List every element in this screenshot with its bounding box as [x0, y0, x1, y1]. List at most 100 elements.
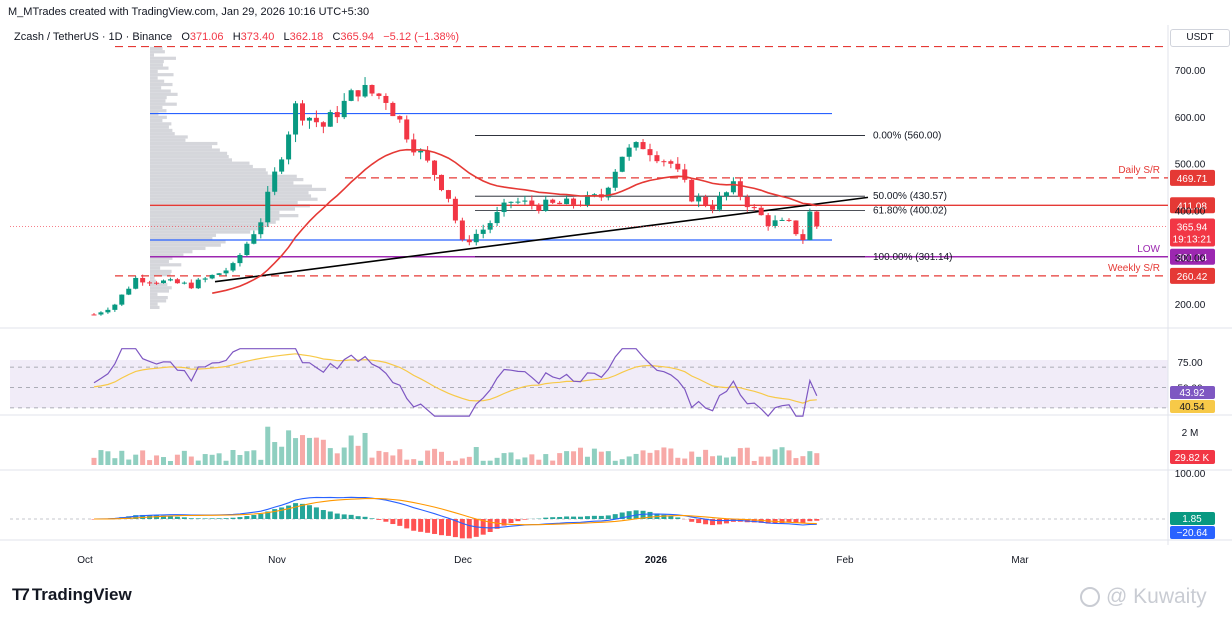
volume-profile-bar [150, 282, 168, 287]
candle-body [626, 147, 632, 157]
candle-body [244, 243, 250, 256]
currency-button[interactable]: USDT [1170, 29, 1230, 47]
candle-body [425, 150, 431, 161]
macd-histogram-bar [605, 515, 611, 519]
candle-body [404, 119, 410, 140]
volume-bar [793, 458, 799, 465]
candle-body [814, 211, 820, 227]
volume-profile-bar [150, 99, 166, 103]
candle-body [473, 233, 479, 243]
macd-histogram-bar [174, 516, 180, 519]
volume-profile-bar [150, 109, 167, 113]
macd-histogram-bar [591, 515, 597, 519]
candle-body [661, 161, 667, 163]
price-tick-0: 700.00 [1175, 66, 1206, 77]
volume-bar [161, 457, 166, 465]
volume-profile-bar [150, 233, 217, 237]
volume-bar [473, 447, 479, 465]
volume-profile-bar [150, 174, 297, 178]
candle-body [717, 196, 722, 210]
macd-histogram-bar [397, 519, 403, 526]
level-label-3: LOW [1137, 244, 1160, 255]
volume-profile-bar [150, 279, 157, 283]
volume-bar [286, 430, 292, 465]
candle-body [640, 142, 646, 150]
candle-body [369, 84, 375, 94]
macd-histogram-bar [279, 507, 285, 519]
macd-histogram-bar [334, 513, 340, 519]
macd-histogram-bar [258, 513, 264, 519]
candle-body [723, 192, 729, 197]
volume-bar [786, 450, 792, 465]
candle-body [647, 149, 653, 156]
volume-bar [209, 454, 215, 465]
volume-bar [501, 453, 507, 465]
candle-body [181, 282, 187, 284]
volume-bar [696, 456, 702, 465]
candle-body [744, 196, 750, 208]
volume-profile-bar [150, 79, 165, 83]
candle-body [591, 194, 597, 196]
volume-bar [418, 460, 424, 465]
volume-bar [647, 452, 653, 465]
tradingview-logo[interactable]: T7 TradingView [12, 585, 132, 605]
rsi-tick-0: 75.00 [1177, 358, 1202, 369]
signal-line [94, 497, 817, 526]
candle-body [300, 103, 305, 121]
change-value: −5.12 (−1.38%) [383, 31, 460, 43]
candle-body [432, 160, 438, 175]
price-tick-3: 400.00 [1175, 206, 1206, 217]
macd-histogram-bar [515, 519, 521, 522]
candle-body [167, 279, 173, 281]
symbol-name[interactable]: Zcash / TetherUS · 1D · Binance [14, 31, 173, 43]
volume-bar [550, 460, 556, 465]
macd-histogram-bar [223, 518, 229, 519]
volume-profile-bar [150, 240, 226, 244]
macd-histogram-bar [404, 519, 410, 529]
high-label: H [232, 31, 241, 43]
volume-bar [640, 450, 646, 465]
volume-profile-bar [150, 148, 220, 152]
volume-profile-bar [150, 69, 158, 74]
volume-bar [202, 454, 208, 465]
candle-body [612, 171, 618, 188]
volume-profile-bar [150, 168, 266, 172]
candle-body [578, 204, 583, 206]
candle-body [730, 181, 736, 193]
open-value: 371.06 [189, 31, 224, 43]
candle-body [737, 181, 743, 197]
volume-bar [591, 448, 597, 465]
volume-bar [598, 451, 604, 465]
candle-body [306, 117, 312, 121]
candle-body [397, 116, 403, 120]
volume-bar [536, 459, 542, 465]
volume-bar [320, 439, 326, 465]
volume-bar [730, 456, 736, 465]
candle-body [654, 155, 660, 162]
macd-histogram-bar [216, 518, 222, 519]
macd-histogram-bar [439, 519, 444, 536]
volume-bar [557, 453, 563, 465]
fib-label-1: 50.00% (430.57) [873, 191, 947, 202]
macd-histogram-bar [619, 512, 625, 519]
volume-profile-bar [150, 66, 169, 70]
macd-tag-bg [1170, 526, 1215, 539]
macd-histogram-bar [313, 507, 319, 519]
volume-bar [348, 435, 354, 465]
candle-body [376, 93, 382, 96]
time-tick-0: Oct [77, 555, 93, 566]
fib-label-2: 61.80% (400.02) [873, 205, 947, 216]
candle-body [439, 174, 444, 191]
volume-bar [543, 454, 549, 465]
volume-profile-bar [150, 187, 327, 192]
macd-histogram-bar [647, 511, 653, 519]
volume-bar [508, 452, 514, 465]
chart-credit: M_MTrades created with TradingView.com, … [8, 6, 370, 18]
macd-histogram-bar [710, 519, 716, 526]
candle-body [675, 163, 681, 170]
volume-profile-bar [150, 266, 161, 270]
candle-body [390, 102, 396, 117]
macd-histogram-bar [209, 518, 215, 519]
volume-bar [584, 456, 590, 465]
